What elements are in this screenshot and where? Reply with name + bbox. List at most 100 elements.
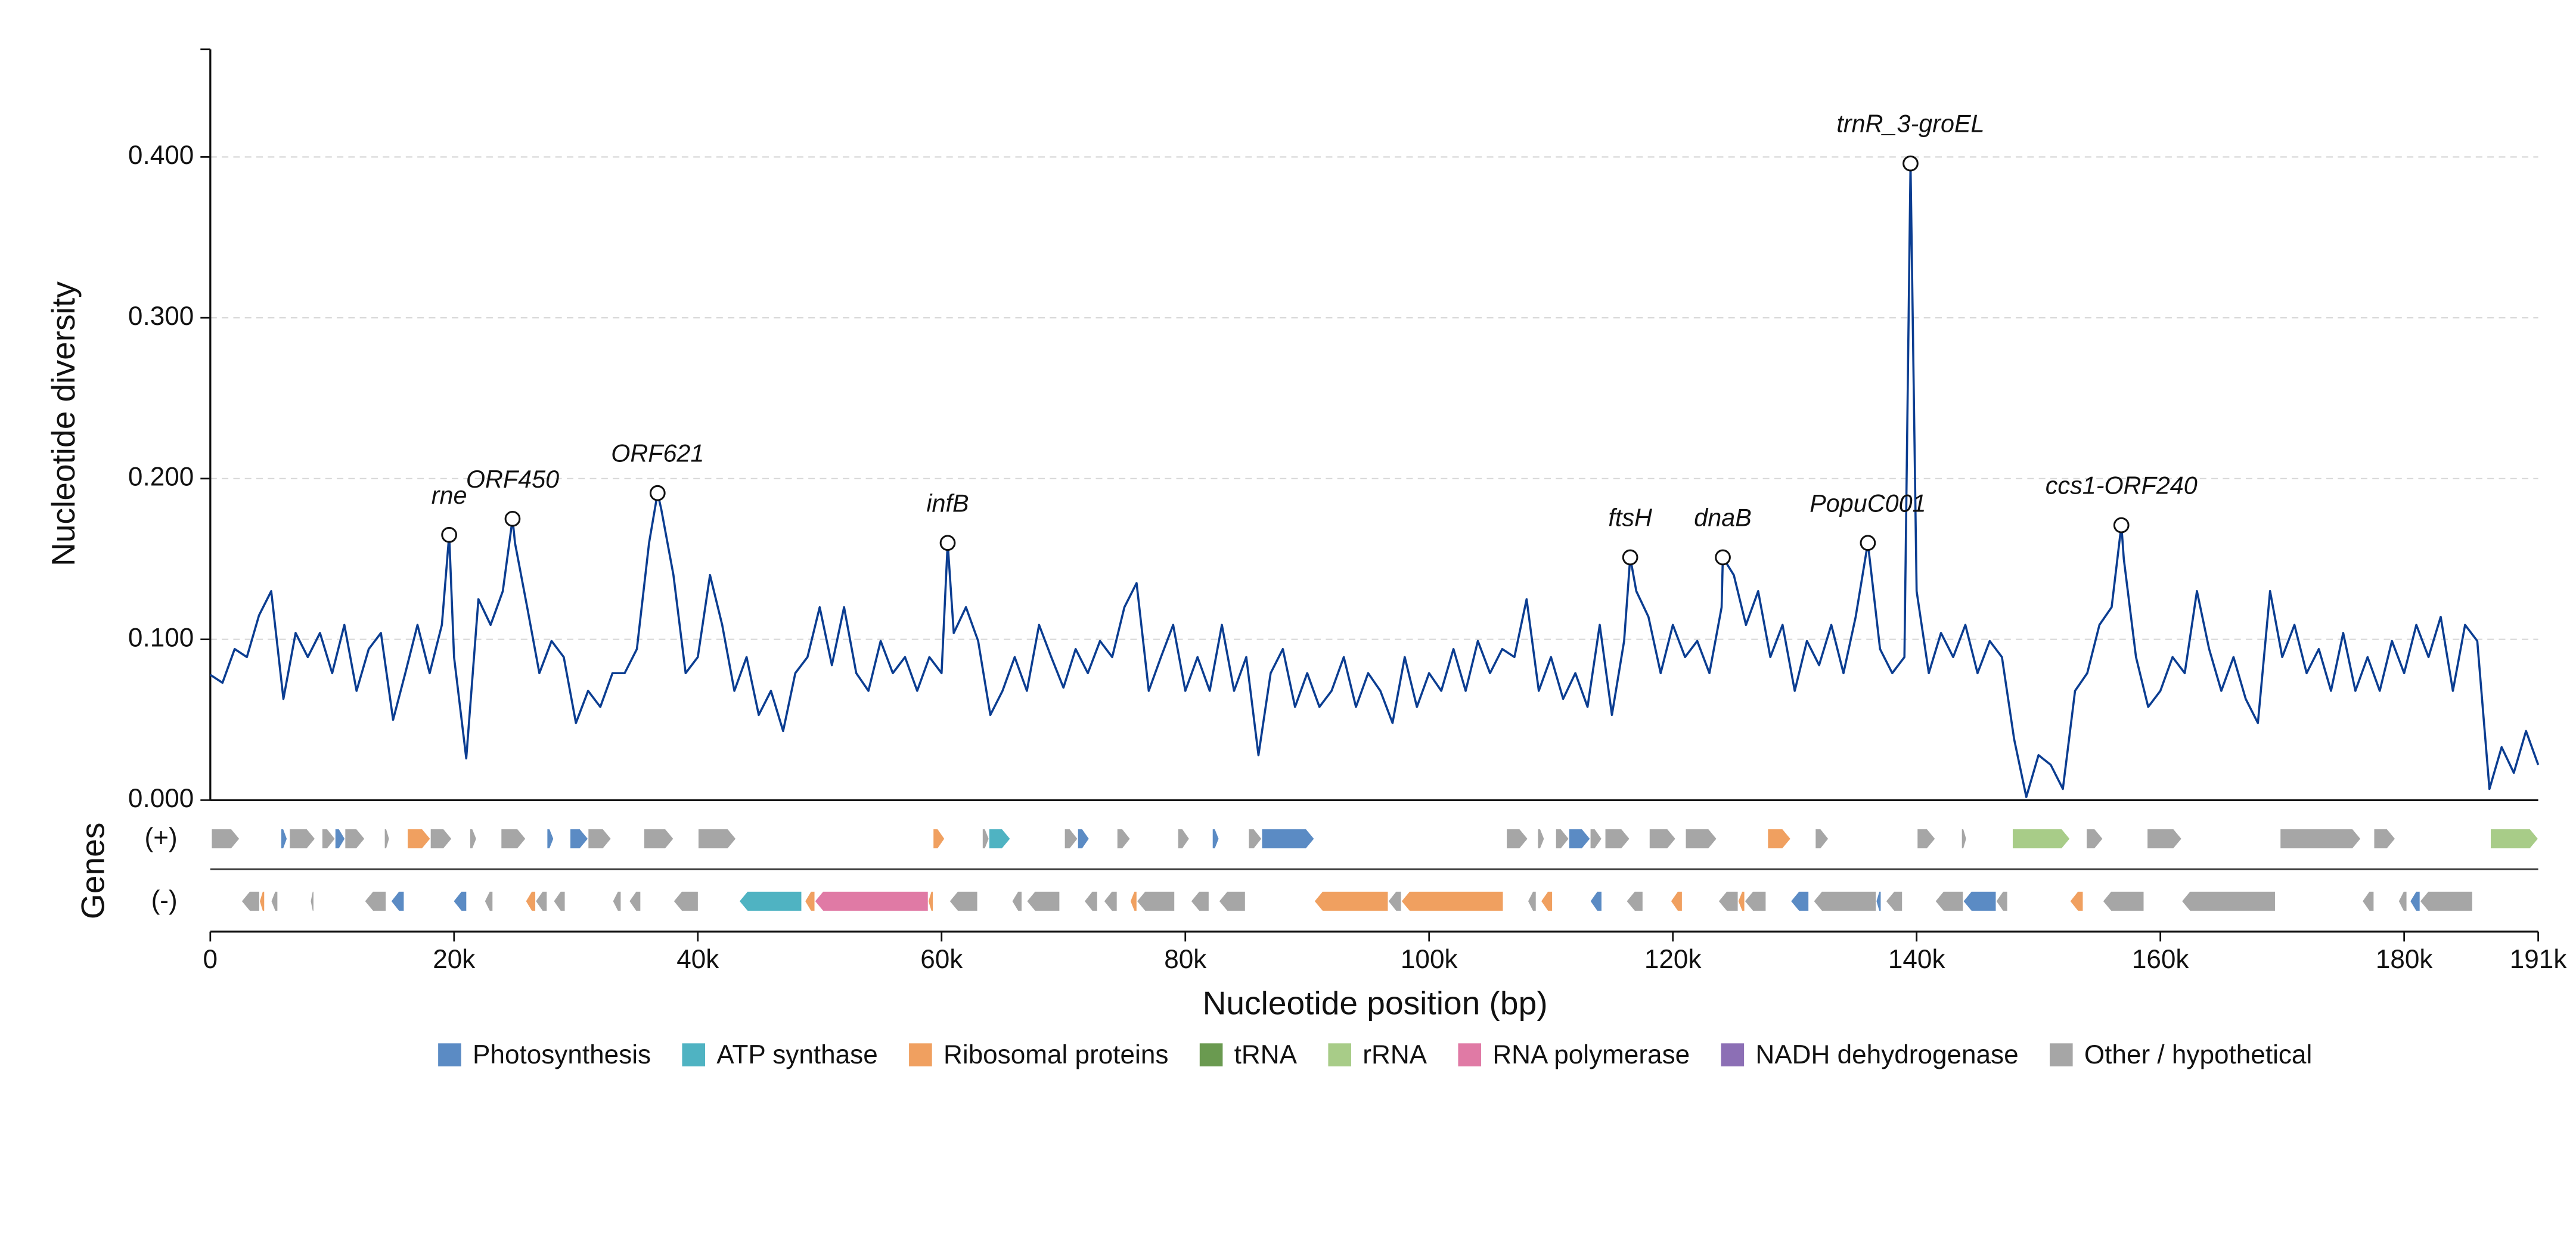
peak-marker (1715, 549, 1731, 566)
gene (1917, 829, 1936, 849)
gene (453, 891, 467, 911)
x-tick-label: 20k (433, 945, 476, 974)
gene (1527, 891, 1537, 911)
legend-label: NADH dehydrogenase (1755, 1040, 2018, 1069)
gene (1568, 829, 1591, 849)
y-tick-label: 0.400 (128, 141, 194, 170)
gene (1177, 829, 1190, 849)
gene (289, 829, 316, 849)
legend-label: rRNA (1363, 1040, 1427, 1069)
gene (344, 829, 365, 849)
legend-label: tRNA (1234, 1040, 1298, 1069)
gene (949, 891, 978, 911)
gene (1995, 891, 2008, 911)
peak-marker (441, 526, 457, 543)
y-tick-label: 0.300 (128, 302, 194, 331)
peak-label: ccs1-ORF240 (2046, 472, 2198, 500)
gene (321, 829, 336, 849)
gene (1248, 829, 1262, 849)
peak-label: ORF450 (466, 466, 559, 493)
gene (2280, 829, 2361, 849)
peak-marker (939, 535, 956, 551)
gene (643, 829, 674, 849)
gene (588, 829, 612, 849)
gene (1314, 891, 1389, 911)
gene (814, 891, 929, 911)
gene (1401, 891, 1504, 911)
gene (1885, 891, 1903, 911)
gene (1136, 891, 1175, 911)
gene (211, 829, 240, 849)
legend-swatch (909, 1043, 932, 1066)
gene (1604, 829, 1631, 849)
y-tick-label: 0.200 (128, 463, 194, 492)
gene (1103, 891, 1118, 911)
gene (1649, 829, 1677, 849)
gene (1790, 891, 1810, 911)
legend-swatch (1199, 1043, 1223, 1066)
gene (525, 891, 536, 911)
x-tick-label: 160k (2132, 945, 2190, 974)
legend-swatch (682, 1043, 706, 1066)
gene (1555, 829, 1569, 849)
gene (1626, 891, 1643, 911)
gene (1737, 891, 1745, 911)
gene (1537, 829, 1545, 849)
gene (1744, 891, 1767, 911)
legend-label: ATP synthase (716, 1040, 877, 1069)
gene (2361, 891, 2375, 911)
gene (1116, 829, 1131, 849)
gene (1961, 829, 1967, 849)
gene (501, 829, 526, 849)
gene (673, 891, 699, 911)
gene (469, 829, 477, 849)
gene (1876, 891, 1882, 911)
legend: Photosynthesis ATP synthase Ribosomal prot… (438, 1040, 2312, 1069)
legend-label: Other / hypothetical (2084, 1040, 2312, 1069)
gene (406, 829, 431, 849)
y-tick-label: 0.100 (128, 623, 194, 652)
peak-marker (1860, 535, 1876, 551)
peak-marker (1902, 155, 1919, 172)
y-axis-title: Nucleotide diversity (45, 281, 82, 566)
gene (1084, 891, 1098, 911)
gene (535, 891, 548, 911)
gene (697, 829, 737, 849)
gene (982, 829, 989, 849)
gene (988, 829, 1011, 849)
x-tick-label: 80k (1164, 945, 1207, 974)
gene (2373, 829, 2396, 849)
gene (1388, 891, 1402, 911)
legend-label: Photosynthesis (473, 1040, 651, 1069)
gene (430, 829, 452, 849)
gene (2410, 891, 2420, 911)
gene (2419, 891, 2473, 911)
plus-strand-label: (+) (145, 823, 178, 852)
gene (1077, 829, 1090, 849)
peak-label: PopuC001 (1810, 489, 1926, 517)
peak-marker (649, 485, 666, 501)
gene (334, 829, 346, 849)
gene (1815, 829, 1829, 849)
genes-track-title: Genes (74, 823, 111, 919)
diversity-line (209, 162, 2540, 798)
gene (1026, 891, 1060, 911)
x-tick-label: 100k (1401, 945, 1458, 974)
x-tick-label: 180k (2376, 945, 2434, 974)
gene (933, 829, 945, 849)
gene (1590, 829, 1603, 849)
gene (1212, 829, 1219, 849)
gene (1190, 891, 1209, 911)
gene (1064, 829, 1078, 849)
gene (1506, 829, 1529, 849)
gene (1261, 829, 1315, 849)
gene (1963, 891, 1997, 911)
gene (927, 891, 934, 911)
gene (2102, 891, 2144, 911)
gene (1129, 891, 1137, 911)
x-tick-label: 40k (676, 945, 719, 974)
gene (553, 891, 566, 911)
gene (2069, 891, 2084, 911)
gene (390, 891, 405, 911)
legend-swatch (1458, 1043, 1482, 1066)
